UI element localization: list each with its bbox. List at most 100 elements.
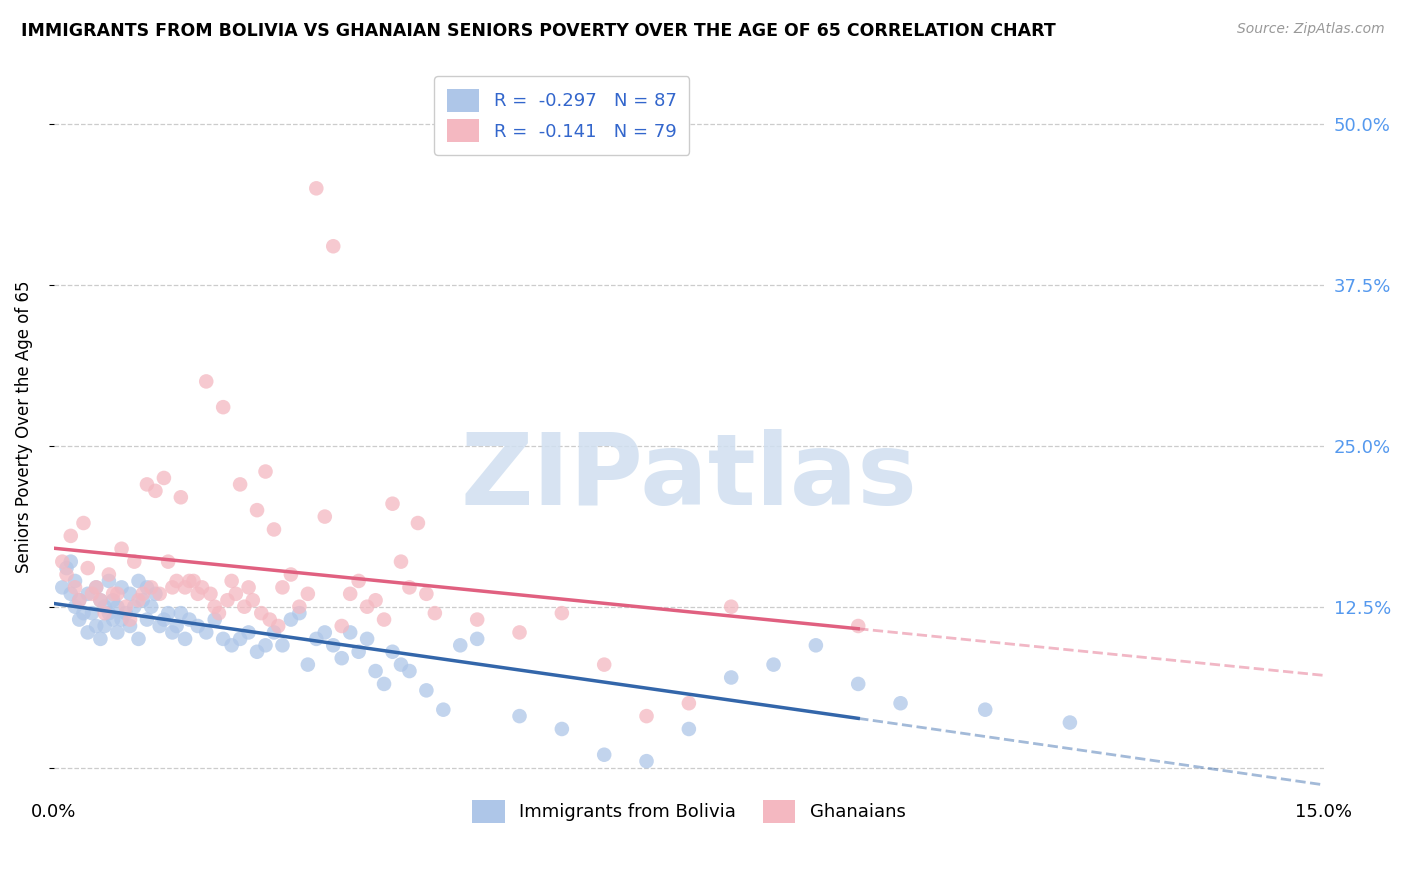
Point — [101, 613, 124, 627]
Point — [305, 181, 328, 195]
Text: Source: ZipAtlas.com: Source: ZipAtlas.com — [1237, 22, 1385, 37]
Point — [132, 593, 155, 607]
Point — [720, 599, 742, 614]
Point — [259, 613, 281, 627]
Point — [141, 581, 163, 595]
Point — [110, 613, 132, 627]
Point — [118, 619, 141, 633]
Point — [204, 599, 226, 614]
Point — [170, 606, 193, 620]
Point — [398, 581, 420, 595]
Point — [678, 722, 700, 736]
Point — [84, 619, 107, 633]
Point — [195, 625, 218, 640]
Point — [76, 561, 98, 575]
Point — [110, 581, 132, 595]
Point — [356, 632, 378, 646]
Point — [271, 581, 294, 595]
Point — [217, 593, 239, 607]
Point — [720, 671, 742, 685]
Point — [314, 625, 336, 640]
Point — [72, 606, 94, 620]
Point — [105, 625, 128, 640]
Point — [183, 574, 205, 588]
Point — [364, 664, 387, 678]
Point — [93, 599, 115, 614]
Point — [347, 574, 370, 588]
Point — [254, 465, 277, 479]
Point — [254, 638, 277, 652]
Y-axis label: Seniors Poverty Over the Age of 65: Seniors Poverty Over the Age of 65 — [15, 280, 32, 573]
Point — [846, 619, 869, 633]
Point — [415, 683, 437, 698]
Point — [305, 632, 328, 646]
Point — [67, 593, 90, 607]
Point — [157, 555, 180, 569]
Point — [846, 677, 869, 691]
Point — [59, 587, 82, 601]
Point — [330, 651, 353, 665]
Point — [136, 613, 159, 627]
Point — [593, 747, 616, 762]
Point — [141, 599, 163, 614]
Point — [322, 638, 344, 652]
Point — [280, 613, 302, 627]
Point — [114, 599, 136, 614]
Point — [212, 400, 235, 414]
Point — [93, 606, 115, 620]
Point — [114, 606, 136, 620]
Point — [145, 483, 167, 498]
Point — [76, 625, 98, 640]
Point — [238, 625, 260, 640]
Point — [63, 574, 86, 588]
Point — [51, 581, 73, 595]
Point — [804, 638, 827, 652]
Point — [153, 613, 176, 627]
Point — [63, 599, 86, 614]
Point — [389, 555, 412, 569]
Point — [347, 645, 370, 659]
Point — [322, 239, 344, 253]
Point — [166, 619, 188, 633]
Point — [55, 561, 77, 575]
Point — [162, 581, 184, 595]
Point — [191, 581, 214, 595]
Point — [678, 696, 700, 710]
Point — [89, 593, 111, 607]
Point — [118, 587, 141, 601]
Point — [398, 664, 420, 678]
Point — [250, 606, 273, 620]
Point — [373, 613, 395, 627]
Point — [110, 541, 132, 556]
Point — [59, 529, 82, 543]
Point — [762, 657, 785, 672]
Point — [449, 638, 471, 652]
Point — [339, 625, 361, 640]
Point — [97, 606, 120, 620]
Point — [101, 587, 124, 601]
Point — [122, 555, 145, 569]
Point — [229, 632, 252, 646]
Point — [128, 593, 150, 607]
Point — [423, 606, 446, 620]
Point — [59, 555, 82, 569]
Point — [97, 567, 120, 582]
Point — [149, 587, 172, 601]
Point — [136, 477, 159, 491]
Point — [432, 703, 454, 717]
Point — [187, 587, 209, 601]
Point — [263, 625, 285, 640]
Point — [208, 606, 231, 620]
Point — [101, 593, 124, 607]
Point — [67, 593, 90, 607]
Point — [267, 619, 290, 633]
Point — [80, 587, 103, 601]
Point — [373, 677, 395, 691]
Point — [593, 657, 616, 672]
Point — [105, 599, 128, 614]
Point — [63, 581, 86, 595]
Point — [200, 587, 222, 601]
Point — [128, 632, 150, 646]
Point — [288, 599, 311, 614]
Point — [246, 645, 269, 659]
